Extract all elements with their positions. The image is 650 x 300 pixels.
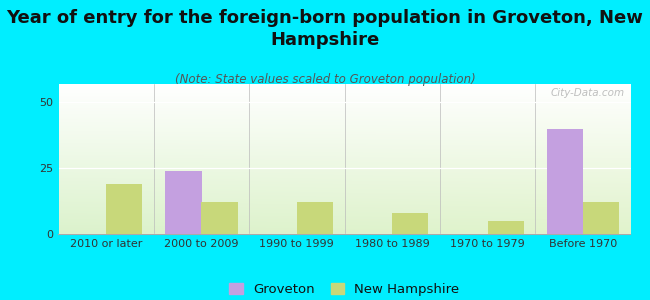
Text: (Note: State values scaled to Groveton population): (Note: State values scaled to Groveton p… bbox=[175, 74, 475, 86]
Legend: Groveton, New Hampshire: Groveton, New Hampshire bbox=[229, 283, 460, 296]
Bar bbox=[488, 221, 524, 234]
Bar bbox=[106, 184, 142, 234]
Bar bbox=[297, 202, 333, 234]
Bar bbox=[165, 171, 202, 234]
Text: Year of entry for the foreign-born population in Groveton, New
Hampshire: Year of entry for the foreign-born popul… bbox=[6, 9, 644, 49]
Bar bbox=[392, 213, 428, 234]
Bar bbox=[202, 202, 238, 234]
Bar bbox=[583, 202, 619, 234]
Bar bbox=[547, 129, 583, 234]
Text: City-Data.com: City-Data.com bbox=[551, 88, 625, 98]
